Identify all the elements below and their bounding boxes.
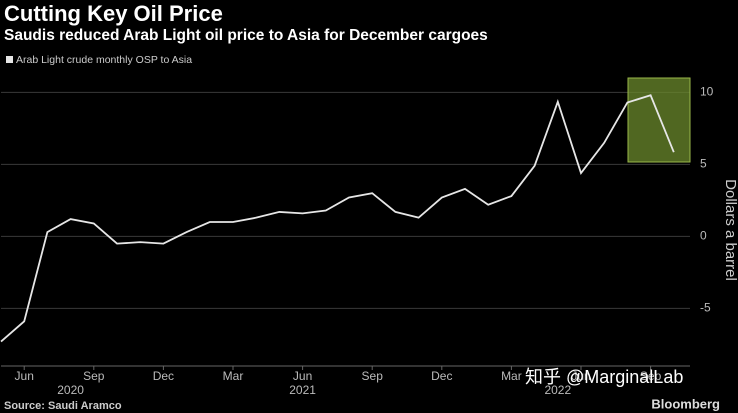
series-line	[0, 94, 675, 343]
chart-subtitle: Saudis reduced Arab Light oil price to A…	[4, 27, 488, 44]
highlight-box	[627, 77, 691, 163]
watermark: 知乎 @MarginalLab	[525, 367, 683, 387]
x-tick-label: Sep	[640, 369, 662, 383]
legend-swatch	[6, 56, 13, 63]
x-tick-label: Jun	[293, 369, 312, 383]
x-tick-label: Sep	[83, 369, 105, 383]
chart-title: Cutting Key Oil Price	[4, 1, 223, 26]
y-tick-label: 0	[700, 229, 707, 243]
y-axis-title: Dollars a barrel	[722, 179, 738, 281]
x-tick-label: Jun	[571, 369, 590, 383]
brand: Bloomberg	[651, 396, 720, 411]
x-tick-label: Dec	[431, 369, 452, 383]
year-label: 2020	[57, 383, 84, 397]
x-tick-label: Mar	[223, 369, 244, 383]
x-tick-label: Jun	[15, 369, 34, 383]
x-tick-label: Mar	[501, 369, 522, 383]
y-tick-label: -5	[700, 301, 711, 315]
x-tick-label: Dec	[153, 369, 174, 383]
x-tick-label: Sep	[362, 369, 384, 383]
source: Source: Saudi Aramco	[4, 400, 122, 412]
year-label: 2021	[289, 383, 316, 397]
legend-label: Arab Light crude monthly OSP to Asia	[16, 54, 192, 66]
year-label: 2022	[544, 383, 571, 397]
y-tick-label: 5	[700, 157, 707, 171]
y-tick-label: 10	[700, 85, 714, 99]
